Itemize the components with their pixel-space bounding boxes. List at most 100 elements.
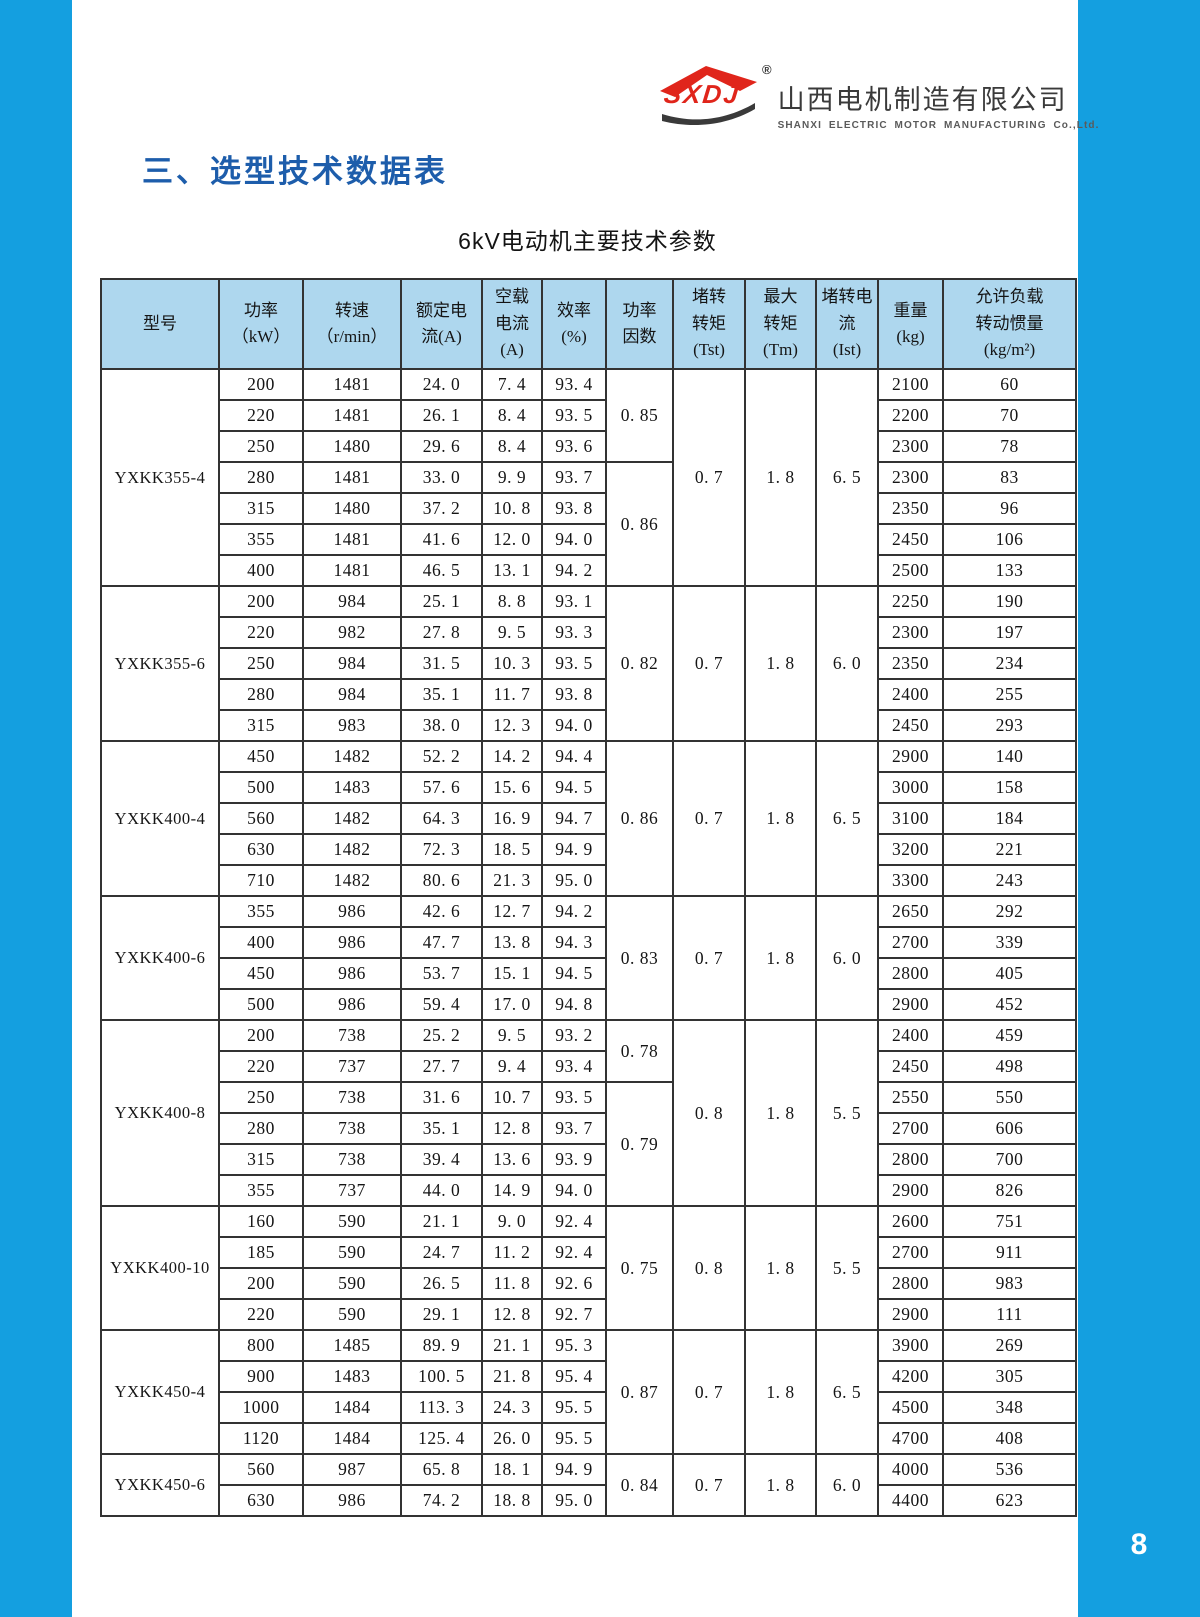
page-number: 8 — [1130, 1528, 1148, 1561]
cell-weight: 2300 — [877, 616, 944, 649]
cell-speed: 984 — [302, 647, 402, 680]
cell-speed: 590 — [302, 1298, 402, 1331]
cell-speed: 738 — [302, 1081, 402, 1114]
cell-noload-current: 14. 9 — [481, 1174, 543, 1207]
cell-power: 560 — [218, 1453, 304, 1486]
cell-speed: 1483 — [302, 1360, 402, 1393]
cell-power: 160 — [218, 1205, 304, 1238]
table-row: 185 590 24. 7 11. 2 92. 4 2700 911 — [101, 1236, 1077, 1269]
cell-noload-current: 15. 1 — [481, 957, 543, 990]
cell-rated-current: 35. 1 — [400, 678, 483, 711]
cell-power: 900 — [218, 1360, 304, 1393]
cell-noload-current: 12. 8 — [481, 1298, 543, 1331]
cell-weight: 2900 — [877, 1298, 944, 1331]
cell-power: 250 — [218, 1081, 304, 1114]
cell-noload-current: 14. 2 — [481, 740, 543, 773]
table-row: 1120 1484 125. 4 26. 0 95. 5 4700 408 — [101, 1422, 1077, 1455]
cell-inertia: 305 — [942, 1360, 1077, 1393]
cell-rated-current: 125. 4 — [400, 1422, 483, 1455]
cell-rated-current: 24. 0 — [400, 368, 483, 401]
cell-power: 315 — [218, 492, 304, 525]
cell-efficiency: 93. 6 — [541, 430, 607, 463]
cell-weight: 3200 — [877, 833, 944, 866]
cell-rated-current: 44. 0 — [400, 1174, 483, 1207]
cell-speed: 590 — [302, 1267, 402, 1300]
cell-noload-current: 21. 1 — [481, 1329, 543, 1362]
table-row: 710 1482 80. 6 21. 3 95. 0 3300 243 — [101, 864, 1077, 897]
cell-inertia: 408 — [942, 1422, 1077, 1455]
cell-rated-current: 74. 2 — [400, 1484, 483, 1517]
table-row: 220 1481 26. 1 8. 4 93. 5 2200 70 — [101, 399, 1077, 432]
cell-inertia: 60 — [942, 368, 1077, 401]
cell-inertia: 133 — [942, 554, 1077, 587]
cell-power: 220 — [218, 1050, 304, 1083]
cell-weight: 4000 — [877, 1453, 944, 1486]
cell-speed: 1483 — [302, 771, 402, 804]
cell-noload-current: 12. 7 — [481, 895, 543, 928]
cell-rated-current: 35. 1 — [400, 1112, 483, 1145]
cell-power: 400 — [218, 926, 304, 959]
cell-noload-current: 9. 5 — [481, 1019, 543, 1052]
cell-power: 200 — [218, 1267, 304, 1300]
table-row: 200 590 26. 5 11. 8 92. 6 2800 983 — [101, 1267, 1077, 1300]
cell-tst: 0. 7 — [672, 740, 746, 897]
cell-efficiency: 94. 8 — [541, 988, 607, 1021]
cell-efficiency: 95. 5 — [541, 1422, 607, 1455]
cell-ist: 6. 5 — [815, 368, 879, 587]
cell-rated-current: 29. 1 — [400, 1298, 483, 1331]
cell-power: 280 — [218, 461, 304, 494]
cell-tm: 1. 8 — [744, 1329, 817, 1455]
cell-noload-current: 17. 0 — [481, 988, 543, 1021]
table-row: 250 738 31. 6 10. 7 93. 5 0. 79 2550 550 — [101, 1081, 1077, 1207]
cell-inertia: 255 — [942, 678, 1077, 711]
cell-power-factor: 0. 86 — [605, 461, 674, 587]
cell-noload-current: 18. 1 — [481, 1453, 543, 1486]
cell-ist: 6. 0 — [815, 585, 879, 742]
cell-efficiency: 93. 4 — [541, 368, 607, 401]
table-header: 型号 功率 （kW） 转速 （r/min） 额定电 流(A) 空载 电流 (A) 效率 (… — [100, 278, 1077, 370]
cell-model: YXKK400-10 — [100, 1205, 220, 1331]
cell-rated-current: 89. 9 — [400, 1329, 483, 1362]
table-row: YXKK450-4 800 1485 89. 9 21. 1 95. 3 0. 87 0. 7… — [100, 1329, 1077, 1455]
cell-weight: 4700 — [877, 1422, 944, 1455]
table-row: 450 986 53. 7 15. 1 94. 5 2800 405 — [101, 957, 1077, 990]
cell-weight: 2800 — [877, 1143, 944, 1176]
cell-rated-current: 38. 0 — [400, 709, 483, 742]
table-row: 280 1481 33. 0 9. 9 93. 7 0. 86 2300 83 — [101, 461, 1077, 587]
table-row: 355 1481 41. 6 12. 0 94. 0 2450 106 — [101, 523, 1077, 556]
cell-rated-current: 21. 1 — [400, 1205, 483, 1238]
cell-ist: 6. 5 — [815, 740, 879, 897]
table-row: 315 983 38. 0 12. 3 94. 0 2450 293 — [101, 709, 1077, 742]
cell-weight: 2650 — [877, 895, 944, 928]
cell-speed: 982 — [302, 616, 402, 649]
cell-rated-current: 52. 2 — [400, 740, 483, 773]
table-row: 220 590 29. 1 12. 8 92. 7 2900 111 — [101, 1298, 1077, 1331]
cell-weight: 2900 — [877, 1174, 944, 1207]
cell-tst: 0. 7 — [672, 1453, 746, 1517]
cell-power: 355 — [218, 1174, 304, 1207]
cell-inertia: 83 — [942, 461, 1077, 494]
table-row: 280 984 35. 1 11. 7 93. 8 2400 255 — [101, 678, 1077, 711]
cell-efficiency: 95. 3 — [541, 1329, 607, 1362]
cell-power-factor: 0. 86 — [605, 740, 674, 897]
cell-rated-current: 27. 8 — [400, 616, 483, 649]
cell-speed: 737 — [302, 1174, 402, 1207]
cell-power: 250 — [218, 647, 304, 680]
cell-efficiency: 92. 4 — [541, 1236, 607, 1269]
cell-weight: 2300 — [877, 461, 944, 494]
cell-rated-current: 41. 6 — [400, 523, 483, 556]
table-row: 400 986 47. 7 13. 8 94. 3 2700 339 — [101, 926, 1077, 959]
cell-weight: 2350 — [877, 492, 944, 525]
cell-weight: 3000 — [877, 771, 944, 804]
cell-efficiency: 94. 9 — [541, 833, 607, 866]
cell-rated-current: 72. 3 — [400, 833, 483, 866]
table-row: 630 986 74. 2 18. 8 95. 0 4400 623 — [101, 1484, 1077, 1517]
cell-speed: 1480 — [302, 492, 402, 525]
cell-efficiency: 95. 0 — [541, 864, 607, 897]
cell-efficiency: 93. 4 — [541, 1050, 607, 1083]
cell-efficiency: 94. 5 — [541, 771, 607, 804]
cell-noload-current: 15. 6 — [481, 771, 543, 804]
cell-inertia: 106 — [942, 523, 1077, 556]
